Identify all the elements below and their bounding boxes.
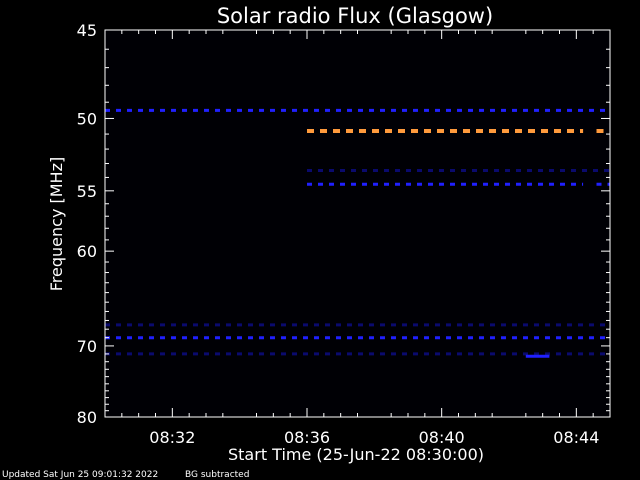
chart-title: Solar radio Flux (Glasgow)	[217, 4, 493, 28]
y-tick-label-80: 80	[77, 408, 97, 427]
x-tick-label-08:36: 08:36	[284, 428, 330, 447]
x-tick-label-08:40: 08:40	[419, 428, 465, 447]
emission-bands	[105, 108, 610, 358]
y-axis-label: Frequency [MHz]	[47, 157, 66, 291]
background-note: BG subtracted	[185, 470, 249, 480]
updated-timestamp: Updated Sat Jun 25 09:01:32 2022	[2, 470, 158, 480]
y-axis: 45 50 55 60 70 80	[77, 21, 610, 427]
y-tick-label-45: 45	[77, 21, 97, 40]
x-axis: 08:32 08:36 08:40 08:44	[121, 30, 611, 447]
x-tick-label-08:44: 08:44	[553, 428, 599, 447]
x-axis-label: Start Time (25-Jun-22 08:30:00)	[228, 445, 484, 464]
y-tick-label-55: 55	[77, 182, 97, 201]
y-tick-label-70: 70	[77, 337, 97, 356]
x-tick-label-08:32: 08:32	[149, 428, 195, 447]
y-tick-label-60: 60	[77, 242, 97, 261]
y-tick-label-50: 50	[77, 109, 97, 128]
plot-area	[105, 30, 610, 417]
